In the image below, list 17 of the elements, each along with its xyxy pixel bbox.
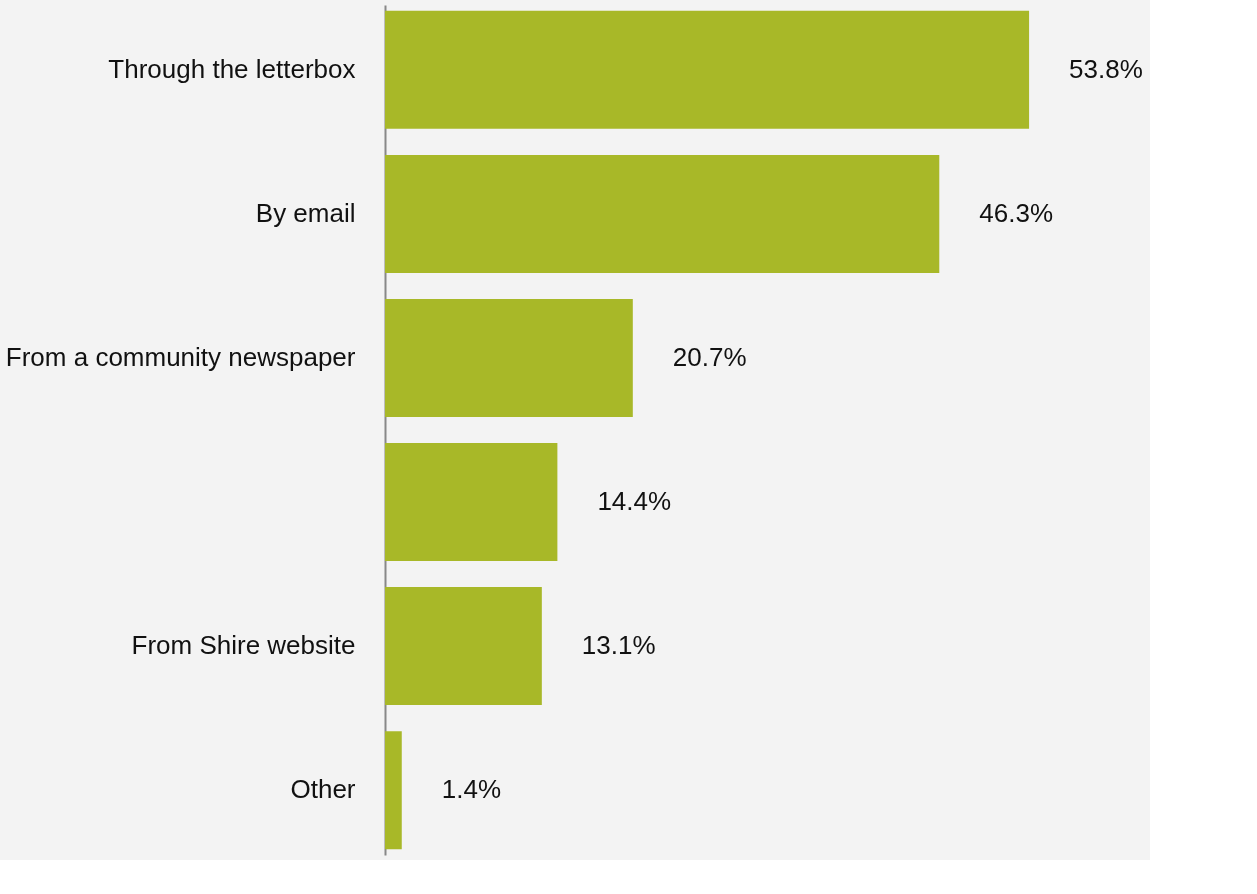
data-label: 20.7%: [672, 341, 747, 372]
bar: [385, 298, 633, 417]
y-tick-label: From a community newspaper: [5, 341, 356, 372]
bar: [385, 443, 558, 562]
y-tick-label: Other: [290, 774, 356, 805]
bar: [385, 10, 1030, 129]
data-label: 1.4%: [441, 774, 502, 805]
y-tick-label: By email: [255, 197, 356, 228]
data-label: 14.4%: [597, 486, 672, 517]
bar: [385, 731, 402, 850]
y-tick-label: Through the letterbox: [108, 53, 356, 84]
data-label: 46.3%: [979, 197, 1054, 228]
bar: [385, 587, 542, 706]
data-label: 53.8%: [1069, 53, 1143, 84]
y-tick-label: From Shire website: [131, 630, 356, 661]
data-label: 13.1%: [581, 630, 656, 661]
bar: [385, 154, 940, 273]
